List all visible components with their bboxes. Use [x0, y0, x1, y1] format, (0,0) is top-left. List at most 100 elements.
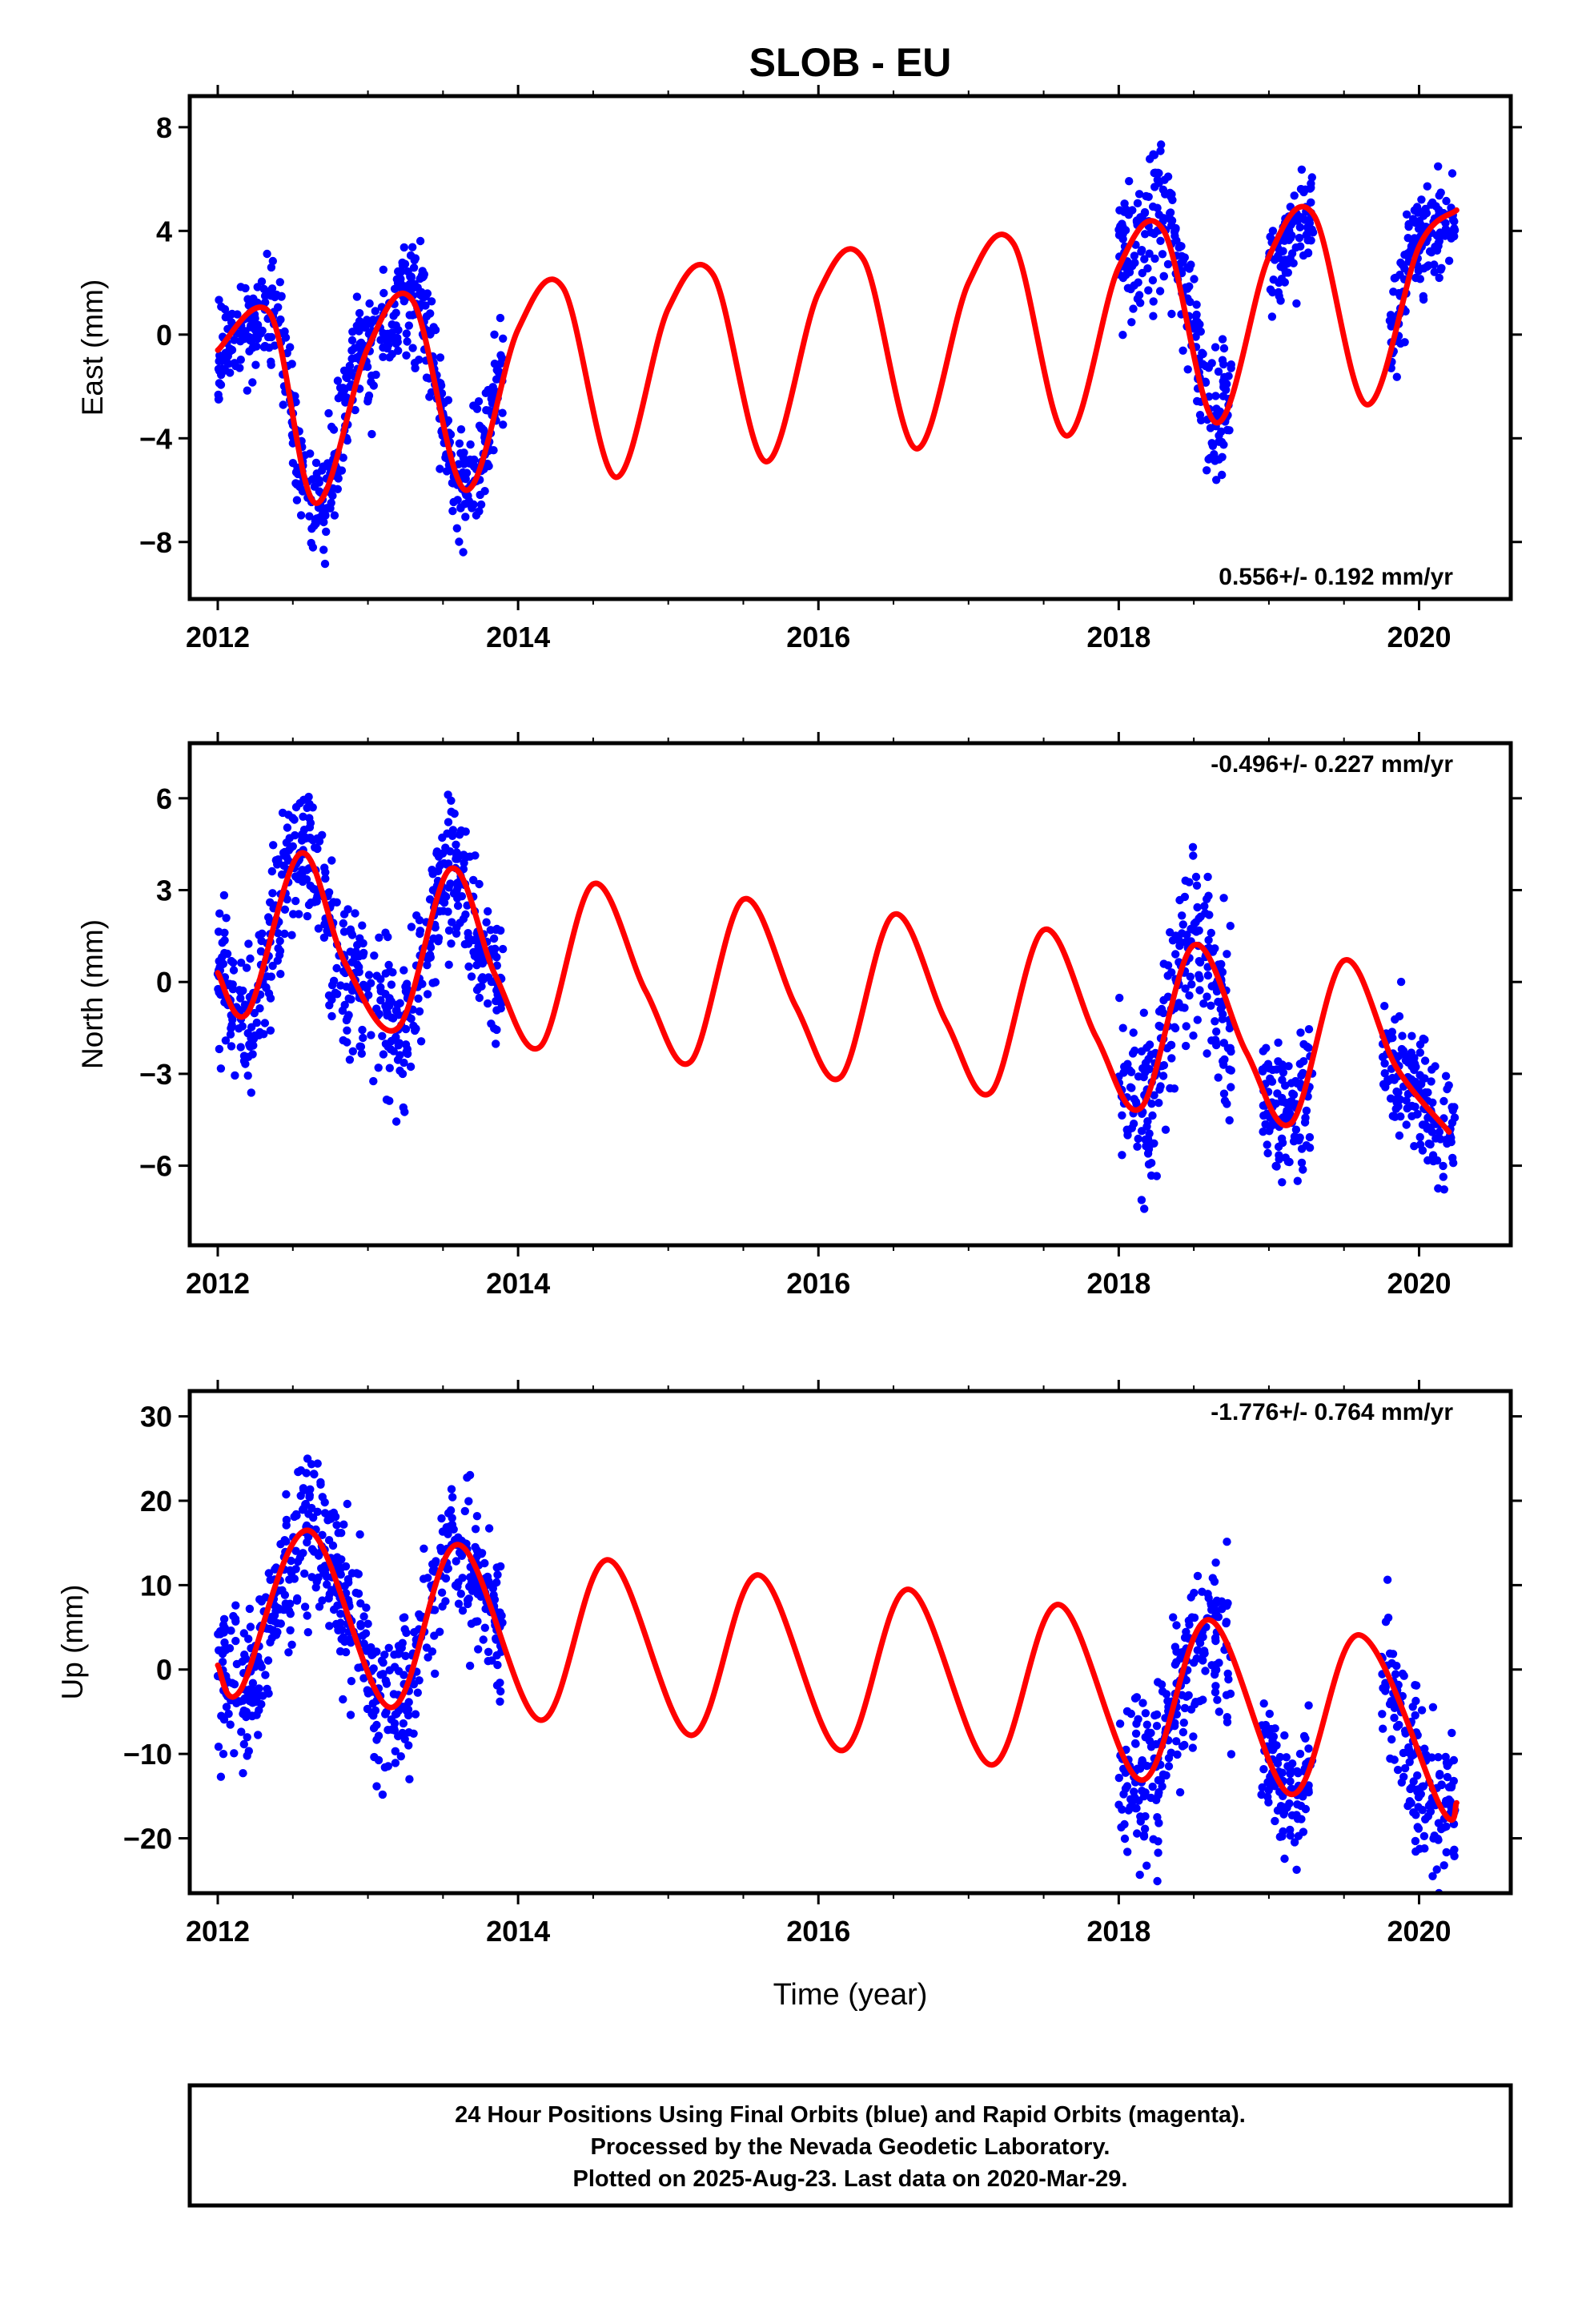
north-ytick-label: 6 — [156, 782, 172, 815]
east-data-point — [1283, 268, 1293, 277]
north-data-point — [385, 967, 395, 975]
up-data-point — [437, 1588, 447, 1597]
up-data-point — [379, 1670, 387, 1679]
east-data-point — [490, 360, 500, 368]
up-data-point — [225, 1644, 235, 1653]
north-data-point — [237, 959, 246, 967]
north-data-point — [444, 926, 454, 935]
up-data-point — [1421, 1815, 1430, 1823]
east-data-point — [1269, 275, 1278, 284]
east-data-point — [275, 278, 284, 287]
up-data-point — [305, 1491, 314, 1500]
north-xtick-label: 2016 — [786, 1267, 850, 1300]
up-data-point — [422, 1643, 432, 1652]
north-data-point — [339, 1035, 347, 1045]
up-data-point — [282, 1515, 291, 1525]
east-data-point — [345, 361, 355, 370]
east-data-point — [379, 352, 387, 361]
east-data-point — [484, 385, 492, 395]
north-data-point — [245, 1040, 254, 1049]
north-data-point — [1266, 1123, 1275, 1132]
up-data-point — [381, 1676, 390, 1685]
north-data-point — [1387, 1027, 1397, 1036]
north-data-point — [1225, 1116, 1234, 1125]
east-data-point — [1415, 275, 1425, 283]
up-data-point — [441, 1574, 451, 1583]
east-data-point — [1115, 206, 1124, 215]
up-data-point — [1187, 1613, 1197, 1622]
north-data-point — [416, 927, 425, 935]
north-data-point — [327, 856, 336, 865]
up-data-point — [1447, 1728, 1456, 1738]
east-data-point — [279, 400, 287, 409]
up-data-point — [274, 1604, 283, 1613]
north-data-point — [327, 1011, 336, 1021]
east-data-point — [1306, 184, 1315, 193]
up-data-points — [213, 1454, 1460, 1893]
east-data-point — [1268, 287, 1277, 297]
east-data-point — [1430, 267, 1439, 276]
north-data-point — [1141, 1135, 1150, 1144]
footer-line-orbits: 24 Hour Positions Using Final Orbits (bl… — [455, 2102, 1246, 2128]
north-data-point — [1227, 1047, 1235, 1056]
north-data-point — [283, 823, 292, 832]
north-data-point — [227, 956, 236, 966]
up-data-point — [1114, 1800, 1123, 1809]
north-data-point — [452, 840, 460, 850]
north-data-point — [1192, 881, 1202, 891]
north-data-point — [305, 799, 314, 809]
east-data-point — [408, 344, 417, 352]
up-data-point — [1424, 1801, 1434, 1810]
north-data-point — [291, 830, 299, 840]
up-data-point — [267, 1634, 276, 1642]
east-data-point — [260, 292, 270, 300]
north-data-point — [1154, 1007, 1164, 1016]
up-data-point — [1390, 1755, 1399, 1764]
north-data-point — [452, 929, 461, 939]
east-data-point — [292, 496, 302, 505]
north-data-point — [359, 980, 368, 990]
up-data-point — [370, 1752, 379, 1762]
north-data-point — [375, 933, 383, 943]
up-data-point — [1387, 1697, 1395, 1706]
north-data-point — [492, 925, 500, 935]
east-data-point — [241, 327, 250, 336]
east-data-point — [400, 243, 408, 252]
north-data-point — [1259, 1067, 1267, 1076]
north-data-point — [1167, 1054, 1176, 1063]
north-data-point — [274, 929, 283, 938]
up-data-point — [1432, 1865, 1441, 1874]
east-data-point — [1211, 343, 1220, 352]
east-data-point — [1303, 248, 1313, 257]
north-data-point — [469, 875, 478, 885]
east-data-point — [1143, 264, 1152, 273]
north-model-line — [215, 850, 1452, 1135]
east-data-point — [222, 352, 231, 362]
north-data-point — [369, 1076, 378, 1086]
east-data-point — [1140, 255, 1149, 263]
east-data-point — [409, 263, 419, 272]
up-data-point — [372, 1782, 381, 1791]
east-data-point — [1201, 377, 1210, 386]
east-data-point — [363, 316, 371, 324]
north-data-point — [1219, 1089, 1229, 1098]
east-data-point — [1206, 453, 1215, 462]
north-data-point — [226, 1030, 235, 1039]
north-data-point — [339, 927, 349, 936]
up-data-point — [458, 1606, 468, 1615]
north-data-point — [492, 1025, 501, 1035]
north-data-point — [1214, 1073, 1223, 1082]
up-data-point — [1398, 1669, 1407, 1679]
east-data-point — [410, 255, 419, 265]
up-data-point — [1266, 1772, 1275, 1781]
up-data-point — [1140, 1824, 1150, 1833]
east-data-point — [271, 292, 279, 302]
up-ytick-label: 0 — [156, 1654, 172, 1687]
up-data-point — [1273, 1759, 1283, 1768]
up-data-point — [248, 1699, 257, 1707]
north-data-point — [1380, 1002, 1389, 1011]
north-data-point — [1441, 1072, 1451, 1080]
east-data-point — [1155, 287, 1165, 296]
east-data-point — [1268, 227, 1278, 235]
up-data-point — [1400, 1763, 1410, 1773]
